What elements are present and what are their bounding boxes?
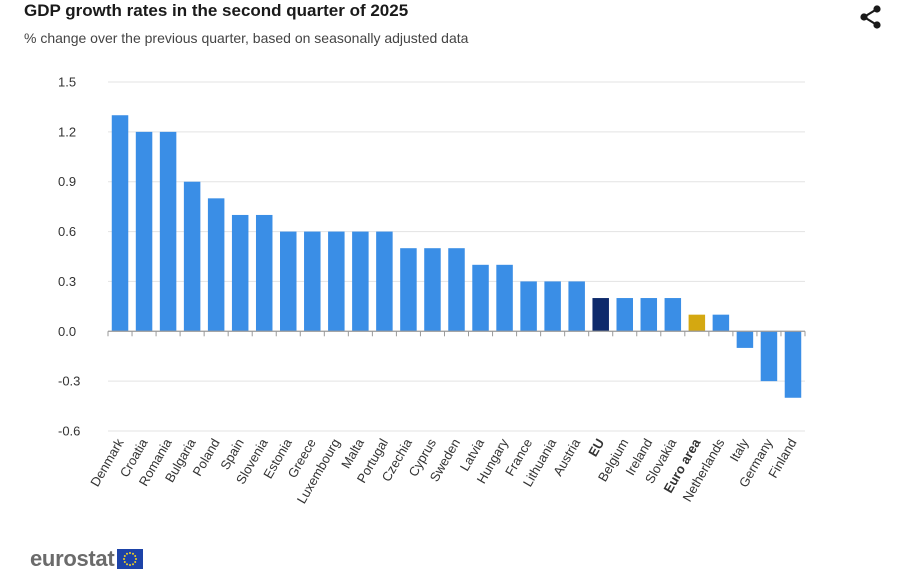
bar-poland bbox=[207, 198, 225, 332]
y-tick-label: 0.0 bbox=[58, 324, 76, 339]
bar-euro-area bbox=[688, 314, 706, 332]
bar-malta bbox=[352, 231, 369, 332]
bar-netherlands bbox=[712, 314, 730, 332]
chart-subtitle: % change over the previous quarter, base… bbox=[24, 30, 469, 46]
bar-austria bbox=[568, 281, 585, 332]
y-tick-label: 0.9 bbox=[58, 174, 76, 189]
bar-portugal bbox=[376, 231, 393, 332]
bar-croatia bbox=[135, 131, 153, 332]
bar-france bbox=[520, 281, 537, 332]
share-icon[interactable] bbox=[858, 4, 884, 30]
x-tick-label: Denmark bbox=[87, 436, 127, 490]
bar-belgium bbox=[616, 298, 633, 332]
y-tick-label: 0.6 bbox=[58, 224, 76, 239]
bar-slovenia bbox=[255, 214, 273, 332]
bar-estonia bbox=[280, 231, 297, 332]
bar-eu bbox=[592, 298, 609, 332]
logo-text: eurostat bbox=[30, 546, 115, 571]
bar-chart: 1.51.20.90.60.30.0-0.3-0.6DenmarkCroatia… bbox=[58, 75, 806, 506]
bar-romania bbox=[159, 131, 177, 332]
y-tick-label: 1.2 bbox=[58, 124, 76, 139]
y-tick-label: 1.5 bbox=[58, 75, 76, 90]
bar-latvia bbox=[472, 264, 489, 332]
bar-bulgaria bbox=[183, 181, 201, 332]
bar-greece bbox=[304, 231, 321, 332]
y-tick-label: -0.3 bbox=[58, 374, 80, 389]
bar-spain bbox=[231, 214, 249, 332]
bar-sweden bbox=[448, 248, 465, 332]
bar-luxembourg bbox=[328, 231, 345, 332]
bar-cyprus bbox=[424, 248, 441, 332]
y-tick-label: -0.6 bbox=[58, 424, 80, 439]
bar-ireland bbox=[640, 298, 658, 332]
bar-hungary bbox=[496, 264, 513, 332]
bar-denmark bbox=[111, 115, 129, 332]
chart-title: GDP growth rates in the second quarter o… bbox=[24, 1, 409, 20]
eurostat-logo[interactable]: eurostat bbox=[30, 546, 144, 572]
bar-finland bbox=[784, 331, 802, 398]
bar-slovakia bbox=[664, 298, 682, 332]
bar-italy bbox=[736, 331, 754, 348]
bar-lithuania bbox=[544, 281, 561, 332]
bar-germany bbox=[760, 331, 778, 382]
bar-czechia bbox=[400, 248, 417, 332]
eu-flag-icon bbox=[117, 549, 144, 569]
y-tick-label: 0.3 bbox=[58, 274, 76, 289]
x-tick-label: EU bbox=[585, 436, 607, 459]
